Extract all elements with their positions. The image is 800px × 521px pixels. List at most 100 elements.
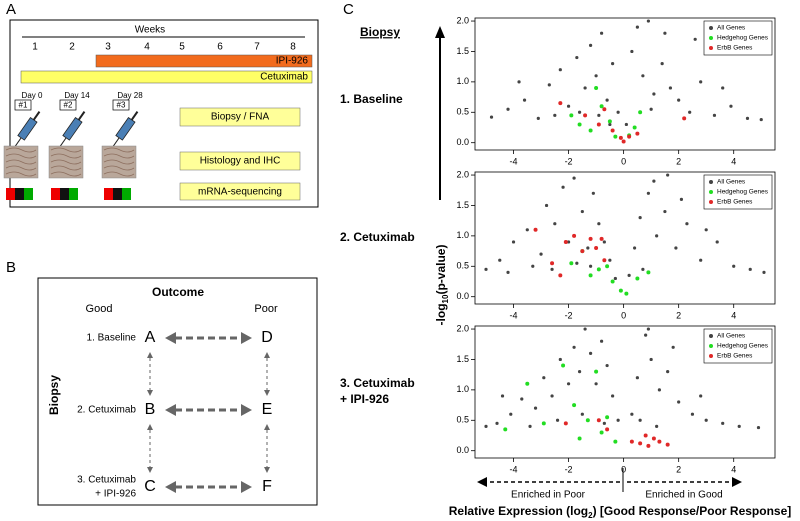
data-point [605, 264, 610, 269]
week-number: 8 [290, 42, 296, 53]
ipi-bar [95, 54, 313, 68]
data-point [561, 185, 565, 189]
data-point [745, 116, 750, 120]
arrow-head [241, 332, 252, 344]
data-point [624, 122, 628, 127]
y-tick-label: 2.0 [456, 323, 469, 333]
y-axis-label: -log10(p-value) [434, 245, 450, 326]
data-point [569, 261, 574, 266]
data-point [635, 376, 639, 380]
x-label-sub: 2 [588, 511, 593, 520]
data-point [577, 122, 582, 127]
data-point [618, 135, 623, 140]
row-label: 1. Baseline [87, 333, 137, 344]
x-tick-label: -4 [510, 464, 518, 474]
bar-label: IPI-926 [276, 56, 309, 67]
data-point [630, 49, 634, 54]
data-point [613, 276, 617, 281]
data-point [569, 113, 574, 118]
data-point [585, 418, 590, 423]
heatmap-cell [24, 188, 33, 194]
legend-box [703, 328, 773, 364]
legend-label: All Genes [717, 333, 746, 340]
data-point [655, 424, 659, 428]
data-point [762, 270, 766, 274]
step-label: mRNA-sequencing [198, 187, 282, 198]
step-box [179, 182, 301, 201]
data-point [605, 415, 610, 420]
row-label: 2. Cetuximab [340, 230, 415, 244]
data-point [594, 85, 599, 90]
heatmap-cell [60, 194, 69, 200]
arrow-head [264, 352, 270, 358]
data-point [580, 412, 584, 416]
data-point [605, 363, 609, 368]
data-point [566, 382, 571, 386]
data-point [577, 370, 582, 374]
data-point [638, 110, 643, 115]
num-label: #1 [19, 101, 28, 110]
data-point [594, 74, 598, 78]
legend-label: Hedgehog Genes [717, 343, 769, 350]
y-tick-label: 0.5 [456, 107, 469, 117]
data-point [646, 19, 650, 23]
data-point [646, 270, 651, 275]
data-point [688, 110, 692, 114]
x-tick-label: 4 [731, 310, 736, 320]
x-tick-label: 2 [676, 156, 681, 166]
data-point [715, 240, 719, 244]
data-point [699, 80, 703, 84]
data-point [596, 418, 601, 423]
data-point [657, 388, 662, 392]
y-tick-label: 1.0 [456, 230, 469, 240]
heatmap-cell [104, 194, 113, 200]
data-point [566, 104, 571, 108]
data-point [566, 240, 571, 244]
data-point [558, 101, 563, 106]
legend-marker [709, 334, 713, 338]
panel-b-frame [37, 277, 318, 506]
data-point [500, 394, 505, 398]
data-point [550, 267, 554, 271]
tissue-texture [50, 147, 82, 153]
y-tick-label: 1.5 [456, 200, 469, 210]
data-point [583, 86, 587, 90]
tissue-texture [50, 165, 82, 171]
legend-label: ErbB Genes [717, 199, 753, 206]
data-point [646, 327, 650, 331]
arrow-head [264, 424, 270, 430]
data-point [506, 107, 510, 111]
arrow-head [147, 467, 153, 473]
legend-label: Hedgehog Genes [717, 35, 769, 42]
data-point [536, 116, 540, 120]
arrow-head [241, 481, 252, 493]
data-point [544, 203, 549, 208]
data-point [668, 86, 673, 90]
timepoints: Day 0#1 Day 14#2 Day 28#3 [3, 91, 143, 200]
arrow-head [264, 467, 270, 473]
syringe-body [62, 116, 83, 141]
data-point [649, 107, 653, 111]
state-letter: D [261, 329, 273, 346]
num-box [14, 99, 32, 111]
data-point [563, 421, 568, 426]
data-point [641, 267, 645, 271]
arrow-head [165, 404, 176, 416]
data-point [729, 104, 733, 108]
data-point [605, 98, 609, 102]
data-point [539, 252, 543, 256]
step-box [179, 107, 301, 127]
tissue-texture [5, 171, 37, 177]
row-label: + IPI-926 [95, 489, 136, 500]
data-point [555, 418, 560, 422]
data-point [657, 439, 662, 444]
data-point [638, 418, 642, 422]
data-point [533, 227, 538, 232]
data-point [558, 273, 563, 278]
x-tick-label: -2 [565, 156, 573, 166]
x-tick-label: 2 [676, 464, 681, 474]
data-point [638, 441, 643, 446]
heatmap-cell [122, 188, 131, 194]
legend-marker [709, 36, 713, 40]
syringe [58, 111, 86, 148]
